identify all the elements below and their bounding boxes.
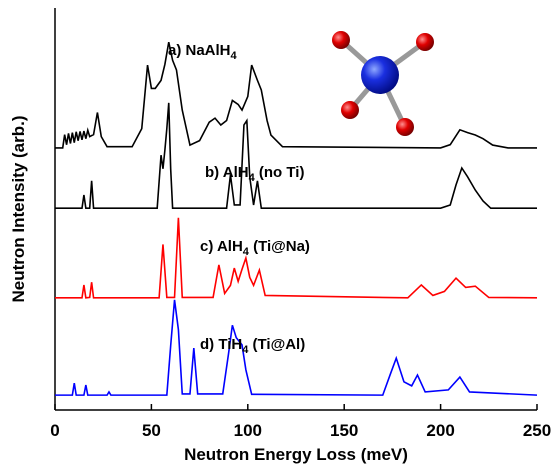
label-text: a) NaAlH bbox=[168, 42, 231, 59]
series-label: a) NaAlH4 bbox=[168, 42, 238, 62]
label-subscript: 4 bbox=[231, 50, 238, 62]
label-text: (Ti@Al) bbox=[248, 336, 305, 353]
label-text: (Ti@Na) bbox=[249, 238, 310, 255]
x-tick-label: 50 bbox=[142, 421, 161, 440]
label-text: c) AlH bbox=[200, 238, 243, 255]
label-text: d) TiH bbox=[200, 336, 242, 353]
label-subscript: 4 bbox=[243, 246, 250, 258]
x-tick-label: 150 bbox=[330, 421, 358, 440]
series-label: c) AlH4 (Ti@Na) bbox=[200, 238, 310, 258]
label-subscript: 4 bbox=[242, 344, 249, 356]
x-axis-label: Neutron Energy Loss (meV) bbox=[184, 445, 408, 464]
y-axis-label: Neutron Intensity (arb.) bbox=[9, 115, 28, 302]
label-subscript: 4 bbox=[249, 172, 256, 184]
x-tick-label: 100 bbox=[234, 421, 262, 440]
spectrum-line bbox=[55, 102, 537, 209]
label-text: b) AlH bbox=[205, 164, 249, 181]
spectrum-line bbox=[55, 42, 537, 149]
series-label: d) TiH4 (Ti@Al) bbox=[200, 336, 305, 356]
x-tick-label: 0 bbox=[50, 421, 59, 440]
spectrum-line bbox=[55, 299, 538, 396]
label-text: (no Ti) bbox=[255, 164, 305, 181]
x-tick-label: 250 bbox=[523, 421, 551, 440]
series-label: b) AlH4 (no Ti) bbox=[205, 164, 304, 184]
molecule bbox=[332, 31, 434, 136]
spectrum-line bbox=[55, 217, 538, 299]
x-tick-label: 200 bbox=[426, 421, 454, 440]
